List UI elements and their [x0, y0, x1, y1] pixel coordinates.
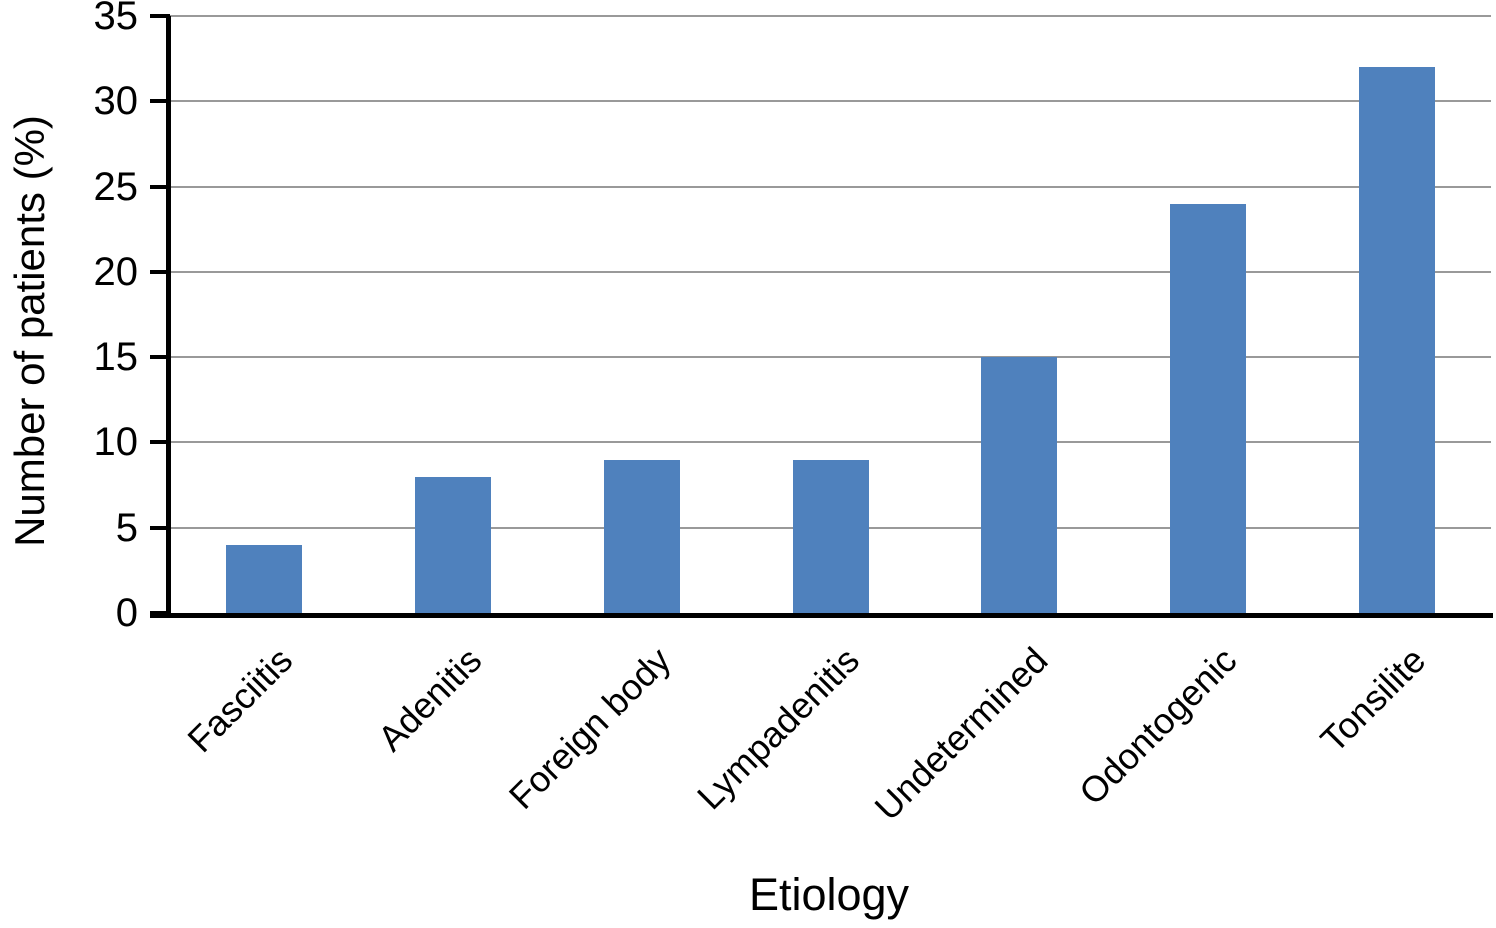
- y-axis-line: [166, 16, 171, 618]
- x-category-label-undetermined: Undetermined: [866, 639, 1056, 829]
- y-tick-20: [150, 269, 170, 274]
- y-tick-label-10: 10: [93, 420, 139, 465]
- x-category-label-odontogenic: Odontogenic: [1070, 639, 1245, 813]
- y-tick-30: [150, 99, 170, 104]
- x-category-label-adenitis: Adenitis: [369, 639, 490, 759]
- bar-lympadenitis: [792, 459, 869, 613]
- y-tick-label-35: 35: [93, 0, 139, 38]
- bar-undetermined: [981, 357, 1058, 613]
- x-axis-line: [150, 613, 1493, 618]
- gridline-y-15: [170, 356, 1491, 359]
- y-tick-label-0: 0: [115, 591, 138, 635]
- bar-fasciitis: [226, 544, 303, 613]
- gridline-y-30: [170, 100, 1491, 103]
- bar-tonsilite: [1358, 67, 1435, 613]
- x-axis-title: Etiology: [748, 869, 910, 920]
- y-tick-10: [150, 440, 170, 445]
- gridline-y-25: [170, 185, 1491, 188]
- x-category-label-fasciitis: Fasciitis: [179, 639, 301, 761]
- bar-odontogenic: [1169, 203, 1246, 613]
- gridline-y-35: [170, 15, 1491, 17]
- y-tick-label-5: 5: [115, 505, 138, 550]
- y-tick-5: [150, 525, 170, 530]
- bar-adenitis: [415, 476, 492, 613]
- gridline-y-20: [170, 270, 1491, 273]
- y-tick-label-20: 20: [93, 249, 139, 294]
- x-category-label-lympadenitis: Lympadenitis: [688, 639, 867, 818]
- y-tick-0: [150, 611, 170, 615]
- x-category-label-tonsilite: Tonsilite: [1311, 639, 1433, 761]
- y-tick-label-30: 30: [93, 79, 139, 124]
- y-tick-35: [150, 14, 170, 18]
- gridline-y-10: [170, 441, 1491, 444]
- y-tick-label-25: 25: [93, 164, 139, 209]
- bar-foreign-body: [603, 459, 680, 613]
- y-tick-25: [150, 184, 170, 189]
- y-tick-15: [150, 355, 170, 360]
- y-tick-label-15: 15: [93, 335, 139, 380]
- x-category-label-foreign-body: Foreign body: [500, 639, 679, 817]
- plot-area: [170, 15, 1491, 613]
